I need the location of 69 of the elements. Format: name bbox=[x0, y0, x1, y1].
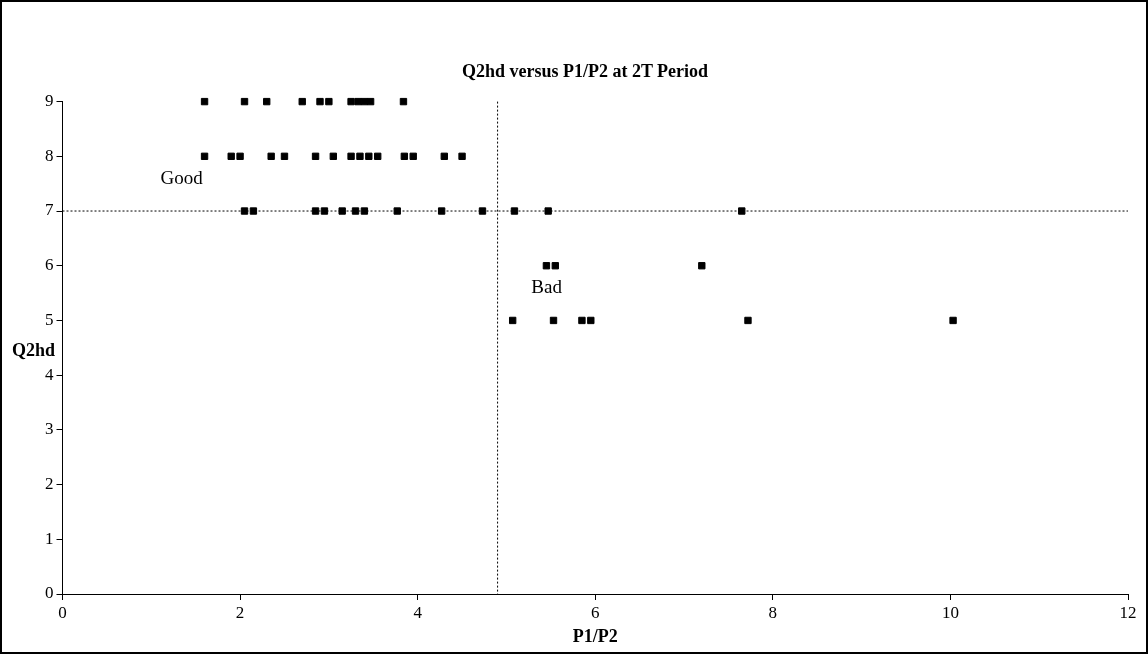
y-tick-label: 7 bbox=[45, 200, 54, 220]
point bbox=[542, 262, 551, 270]
point bbox=[347, 97, 355, 106]
y-tick-label: 2 bbox=[45, 474, 54, 494]
point bbox=[374, 152, 382, 160]
x-tick-label: 8 bbox=[768, 602, 778, 622]
point bbox=[549, 316, 558, 325]
point bbox=[508, 316, 517, 325]
point bbox=[200, 97, 209, 106]
point bbox=[338, 207, 346, 215]
point bbox=[440, 152, 448, 160]
point bbox=[311, 207, 320, 215]
y-tick-label: 6 bbox=[45, 255, 54, 275]
x-tick-label: 4 bbox=[413, 602, 423, 622]
chart-title: Q2hd versus P1/P2 at 2T Period bbox=[461, 61, 709, 82]
point bbox=[510, 207, 519, 215]
annotation: Good bbox=[160, 166, 204, 188]
y-tick-label: 5 bbox=[45, 309, 54, 329]
x-tick-label: 2 bbox=[235, 602, 245, 622]
point bbox=[325, 97, 333, 106]
point bbox=[316, 97, 324, 106]
y-tick-label: 3 bbox=[45, 419, 54, 439]
point bbox=[365, 152, 373, 160]
annotation: Bad bbox=[531, 275, 563, 297]
point bbox=[263, 97, 271, 106]
point bbox=[949, 316, 957, 325]
y-axis-title: Q2hd bbox=[12, 340, 56, 361]
point bbox=[354, 97, 362, 106]
x-tick-label: 0 bbox=[58, 602, 67, 622]
point bbox=[437, 207, 446, 215]
point bbox=[744, 316, 752, 325]
point bbox=[200, 152, 209, 160]
point bbox=[366, 97, 375, 106]
point bbox=[240, 207, 249, 215]
point bbox=[280, 152, 289, 160]
point bbox=[738, 207, 746, 215]
point bbox=[356, 152, 364, 160]
x-tick-label: 6 bbox=[591, 602, 600, 622]
point bbox=[587, 316, 595, 325]
point bbox=[236, 152, 244, 160]
point bbox=[267, 152, 275, 160]
point bbox=[360, 207, 369, 215]
y-tick-label: 1 bbox=[45, 528, 54, 548]
x-tick-label: 10 bbox=[941, 602, 959, 622]
point bbox=[698, 262, 706, 270]
point bbox=[458, 152, 466, 160]
point bbox=[351, 207, 360, 215]
point bbox=[249, 207, 258, 215]
point bbox=[544, 207, 552, 215]
y-tick-label: 8 bbox=[45, 145, 54, 165]
y-tick-label: 9 bbox=[45, 91, 54, 111]
point bbox=[347, 152, 355, 160]
point bbox=[311, 152, 320, 160]
point bbox=[393, 207, 401, 215]
point bbox=[240, 97, 249, 106]
point bbox=[578, 316, 586, 325]
y-tick-label: 0 bbox=[45, 583, 54, 603]
point bbox=[320, 207, 329, 215]
point bbox=[298, 97, 306, 106]
point bbox=[478, 207, 487, 215]
x-tick-label: 12 bbox=[1119, 602, 1137, 622]
point bbox=[399, 97, 408, 106]
point bbox=[329, 152, 337, 160]
point bbox=[551, 262, 559, 270]
y-tick-label: 4 bbox=[45, 364, 54, 384]
point bbox=[227, 152, 235, 160]
point bbox=[409, 152, 417, 160]
x-axis-title: P1/P2 bbox=[572, 625, 618, 646]
point bbox=[400, 152, 409, 160]
